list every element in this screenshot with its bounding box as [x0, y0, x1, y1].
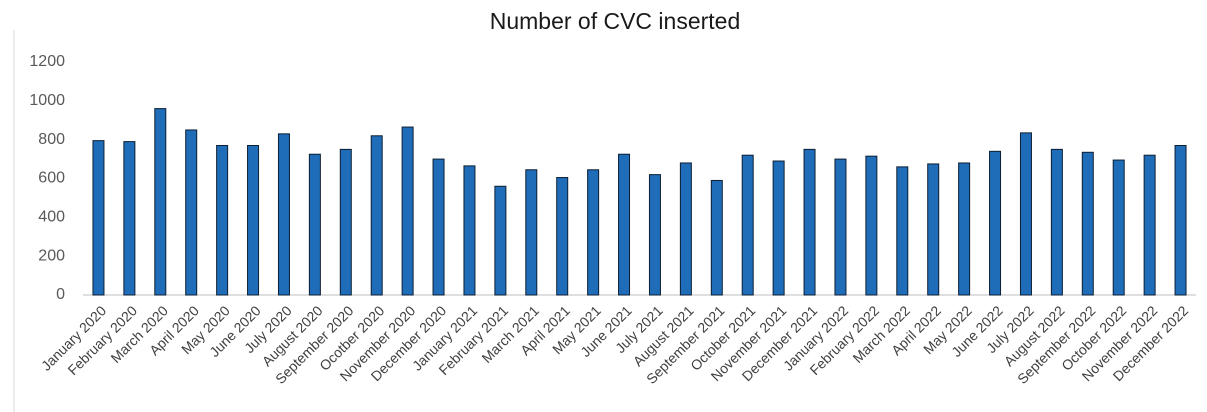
bar	[1081, 151, 1094, 296]
bar	[587, 169, 600, 296]
y-tick-label: 800	[38, 131, 65, 148]
bar	[154, 108, 167, 296]
bar	[1174, 144, 1187, 296]
bar	[741, 154, 754, 296]
y-tick-label: 1200	[29, 53, 65, 70]
bar	[247, 144, 260, 296]
bar	[216, 144, 229, 296]
bar	[865, 155, 878, 296]
bar	[1112, 159, 1125, 296]
bar	[556, 177, 569, 296]
bar	[92, 140, 105, 296]
y-tick-label: 400	[38, 209, 65, 226]
bar	[927, 163, 940, 296]
bar	[401, 126, 414, 296]
bar	[648, 174, 661, 296]
y-tick-label: 600	[38, 170, 65, 187]
bar	[463, 165, 476, 296]
bar	[339, 148, 352, 296]
bar	[1019, 132, 1032, 296]
bar	[618, 153, 631, 296]
bar	[370, 135, 383, 296]
y-tick-label: 200	[38, 247, 65, 264]
bar	[989, 150, 1002, 296]
bar	[710, 179, 723, 296]
bar	[772, 160, 785, 296]
chart-title: Number of CVC inserted	[490, 8, 741, 34]
bar	[803, 148, 816, 296]
bar	[958, 162, 971, 296]
bar	[679, 162, 692, 296]
y-tick-label: 1000	[29, 92, 65, 109]
bar	[834, 158, 847, 296]
bar	[1143, 154, 1156, 296]
bar	[494, 185, 507, 296]
bar	[123, 141, 136, 296]
bar	[277, 133, 290, 296]
bar	[308, 153, 321, 296]
y-tick-label: 0	[56, 286, 65, 303]
bar	[185, 129, 198, 296]
bar	[1050, 148, 1063, 296]
bar	[525, 169, 538, 296]
bar	[432, 158, 445, 296]
bar	[896, 166, 909, 296]
